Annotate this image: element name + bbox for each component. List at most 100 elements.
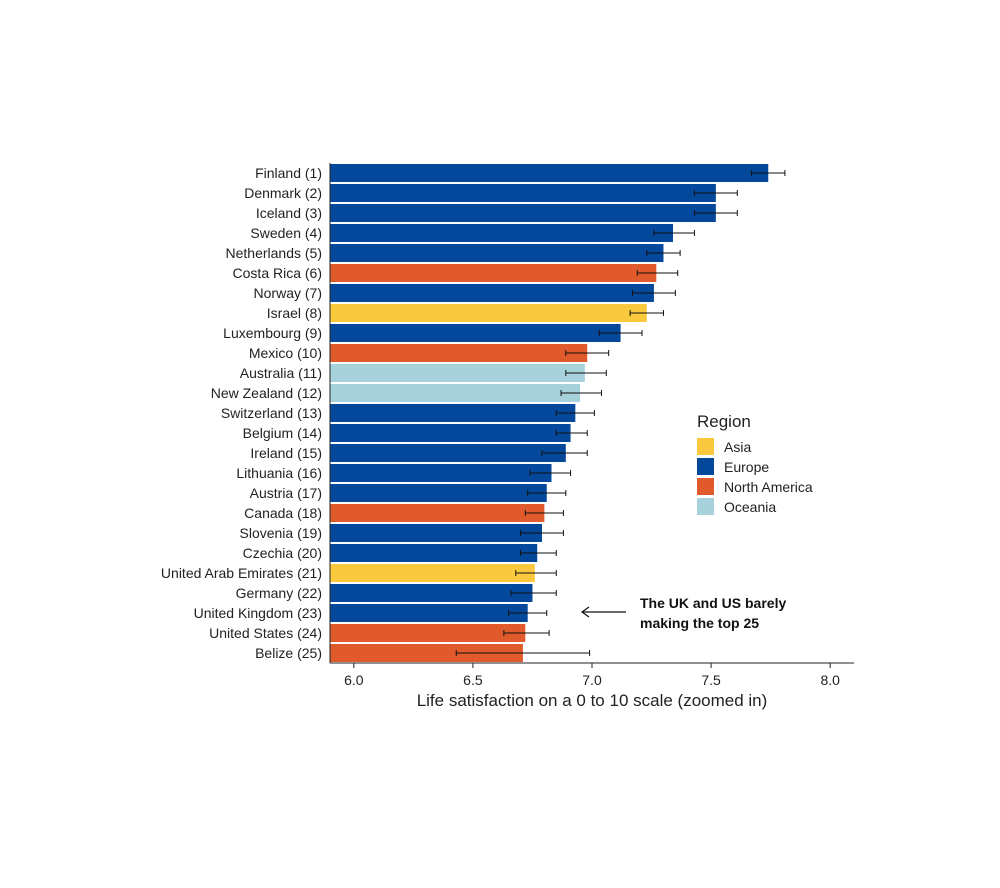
error-bar-luxembourg-9 <box>598 330 643 336</box>
bar-new-zealand-12 <box>330 384 581 402</box>
error-bar-iceland-3 <box>693 210 738 216</box>
bar-germany-22 <box>330 584 533 602</box>
bar-switzerland-13 <box>330 404 576 422</box>
bar-austria-17 <box>330 484 547 502</box>
bar-ireland-15 <box>330 444 566 462</box>
error-bar-united-arab-emirates-21 <box>515 570 557 576</box>
x-tick-label: 6.0 <box>344 672 364 688</box>
legend-swatch-europe <box>697 458 714 475</box>
error-bar-lithuania-16 <box>529 470 572 476</box>
error-bar-israel-8 <box>629 310 664 316</box>
annotation-line-2: making the top 25 <box>640 615 759 631</box>
bar-israel-8 <box>330 304 647 322</box>
bar-australia-11 <box>330 364 585 382</box>
category-label-netherlands-5: Netherlands (5) <box>226 245 323 261</box>
x-tick-label: 7.0 <box>582 672 602 688</box>
category-label-united-kingdom-23: United Kingdom (23) <box>194 605 322 621</box>
category-label-switzerland-13: Switzerland (13) <box>221 405 322 421</box>
bar-sweden-4 <box>330 224 673 242</box>
error-bar-norway-7 <box>631 290 676 296</box>
bars-layer <box>330 164 769 662</box>
error-bar-mexico-10 <box>565 350 610 356</box>
bar-denmark-2 <box>330 184 716 202</box>
error-bar-canada-18 <box>524 510 564 516</box>
annotation-line-1: The UK and US barely <box>640 595 786 611</box>
category-label-costa-rica-6: Costa Rica (6) <box>233 265 322 281</box>
error-bar-switzerland-13 <box>555 410 595 416</box>
bar-iceland-3 <box>330 204 716 222</box>
error-bar-costa-rica-6 <box>636 270 679 276</box>
bar-mexico-10 <box>330 344 588 362</box>
legend-title: Region <box>697 412 751 431</box>
category-label-iceland-3: Iceland (3) <box>256 205 322 221</box>
error-bar-united-kingdom-23 <box>508 610 548 616</box>
category-label-finland-1: Finland (1) <box>255 165 322 181</box>
category-label-lithuania-16: Lithuania (16) <box>236 465 322 481</box>
error-bar-sweden-4 <box>653 230 695 236</box>
error-bar-new-zealand-12 <box>560 390 603 396</box>
legend: Region Asia Europe North America Oceania <box>697 412 813 515</box>
error-bars-layer <box>455 170 786 656</box>
category-label-australia-11: Australia (11) <box>240 365 322 381</box>
error-bar-australia-11 <box>565 370 607 376</box>
legend-swatch-north-america <box>697 478 714 495</box>
x-tick-label: 8.0 <box>820 672 840 688</box>
bar-finland-1 <box>330 164 769 182</box>
bar-united-arab-emirates-21 <box>330 564 535 582</box>
error-bar-belgium-14 <box>555 430 588 436</box>
bar-lithuania-16 <box>330 464 552 482</box>
error-bar-czechia-20 <box>520 550 557 556</box>
bar-norway-7 <box>330 284 654 302</box>
category-label-united-arab-emirates-21: United Arab Emirates (21) <box>161 565 322 581</box>
category-label-denmark-2: Denmark (2) <box>244 185 322 201</box>
error-bar-austria-17 <box>527 490 567 496</box>
category-label-luxembourg-9: Luxembourg (9) <box>223 325 322 341</box>
category-label-mexico-10: Mexico (10) <box>249 345 322 361</box>
bar-belize-25 <box>330 644 523 662</box>
category-label-norway-7: Norway (7) <box>254 285 322 301</box>
bar-united-states-24 <box>330 624 526 642</box>
category-label-belize-25: Belize (25) <box>255 645 322 661</box>
bar-belgium-14 <box>330 424 571 442</box>
annotation-arrow-head <box>580 606 590 618</box>
x-tick-label: 7.5 <box>701 672 721 688</box>
bar-slovenia-19 <box>330 524 542 542</box>
category-label-israel-8: Israel (8) <box>267 305 322 321</box>
error-bar-denmark-2 <box>693 190 738 196</box>
category-label-germany-22: Germany (22) <box>236 585 322 601</box>
category-label-ireland-15: Ireland (15) <box>250 445 322 461</box>
legend-label-asia: Asia <box>724 439 751 455</box>
category-label-united-states-24: United States (24) <box>209 625 322 641</box>
legend-swatch-oceania <box>697 498 714 515</box>
bar-luxembourg-9 <box>330 324 621 342</box>
bar-netherlands-5 <box>330 244 664 262</box>
category-label-czechia-20: Czechia (20) <box>243 545 322 561</box>
error-bar-united-states-24 <box>503 630 550 636</box>
category-label-canada-18: Canada (18) <box>244 505 322 521</box>
error-bar-belize-25 <box>455 650 591 656</box>
x-ticks: 6.0 6.5 7.0 7.5 8.0 <box>344 663 840 688</box>
category-label-sweden-4: Sweden (4) <box>250 225 322 241</box>
legend-label-north-america: North America <box>724 479 813 495</box>
x-tick-label: 6.5 <box>463 672 483 688</box>
error-bar-netherlands-5 <box>646 250 681 256</box>
x-axis-title: Life satisfaction on a 0 to 10 scale (zo… <box>417 691 768 710</box>
legend-label-europe: Europe <box>724 459 769 475</box>
annotation: The UK and US barely making the top 25 <box>580 595 786 631</box>
bar-united-kingdom-23 <box>330 604 528 622</box>
error-bar-slovenia-19 <box>520 530 564 536</box>
error-bar-finland-1 <box>751 170 786 176</box>
category-label-new-zealand-12: New Zealand (12) <box>211 385 322 401</box>
legend-swatch-asia <box>697 438 714 455</box>
bar-costa-rica-6 <box>330 264 657 282</box>
error-bar-germany-22 <box>510 590 557 596</box>
category-label-austria-17: Austria (17) <box>250 485 322 501</box>
category-label-belgium-14: Belgium (14) <box>243 425 322 441</box>
error-bar-ireland-15 <box>541 450 588 456</box>
category-labels: Finland (1) Denmark (2) Iceland (3) Sweden … <box>161 165 322 661</box>
bar-canada-18 <box>330 504 545 522</box>
category-label-slovenia-19: Slovenia (19) <box>240 525 323 541</box>
legend-label-oceania: Oceania <box>724 499 776 515</box>
bar-czechia-20 <box>330 544 538 562</box>
